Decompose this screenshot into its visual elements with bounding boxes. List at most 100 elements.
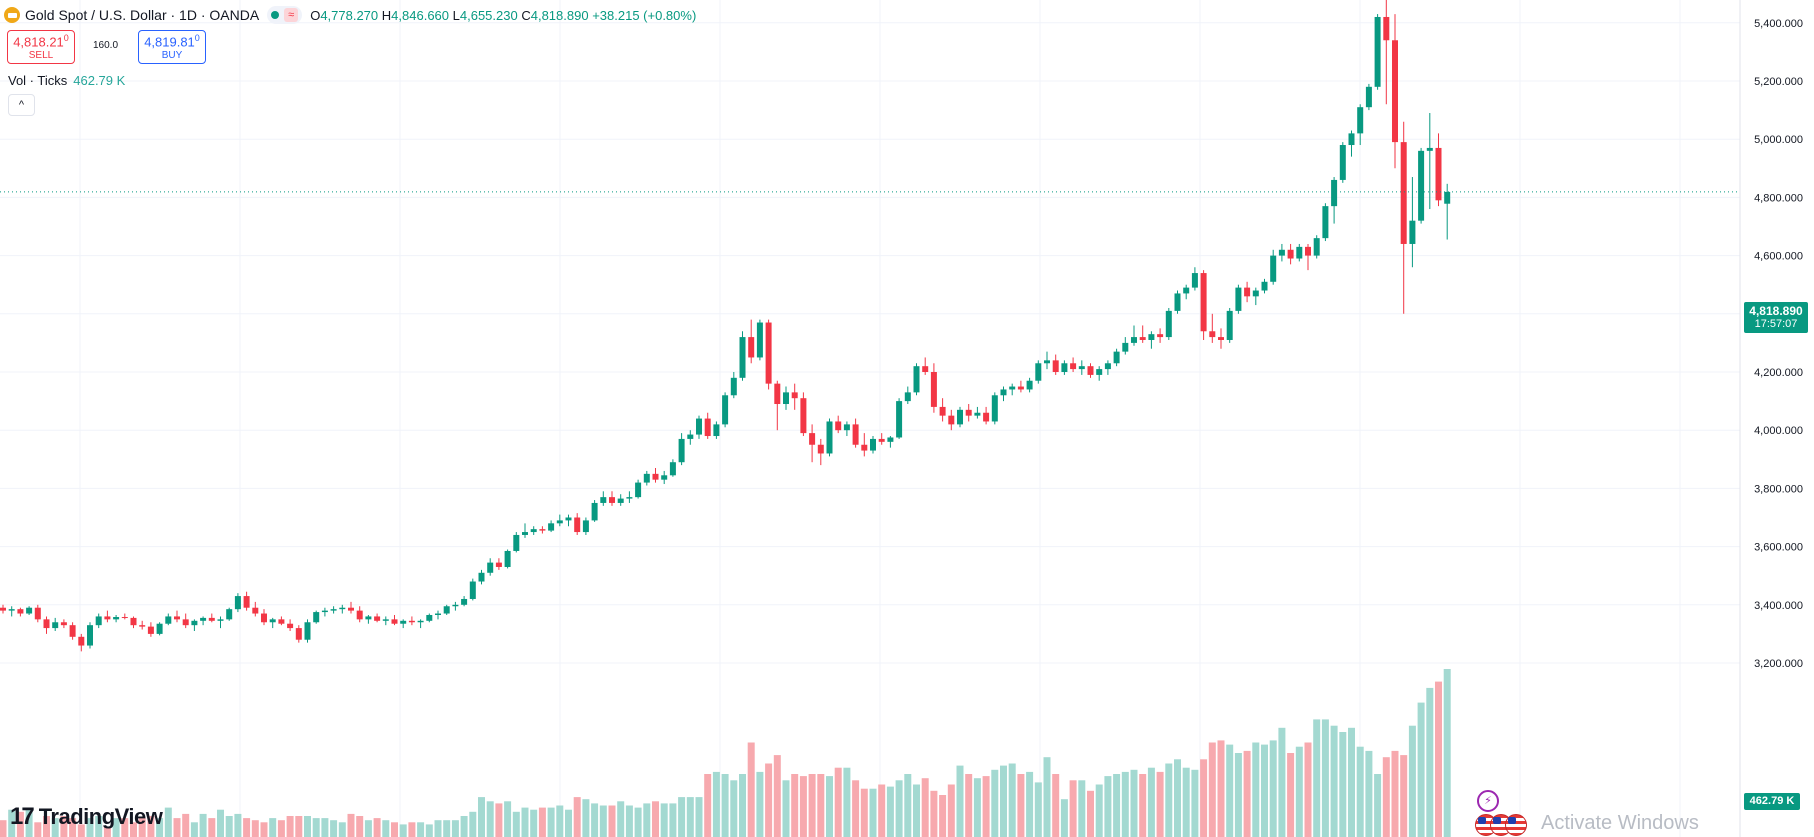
- volume-legend[interactable]: Vol · Ticks 462.79 K: [8, 73, 125, 88]
- volume-bar: [1391, 750, 1399, 837]
- volume-bar: [8, 809, 16, 837]
- candle-body: [1287, 249, 1294, 259]
- volume-bar: [730, 780, 738, 837]
- volume-bar: [921, 778, 929, 837]
- candle-body: [391, 619, 398, 624]
- volume-bar: [243, 818, 251, 837]
- candle-body: [252, 607, 259, 614]
- price-scale[interactable]: 5,800.0005,600.0005,400.0005,200.0005,00…: [1754, 0, 1803, 670]
- volume-bar: [77, 824, 85, 837]
- candle-body: [1400, 142, 1407, 244]
- tradingview-logo-text: TradingView: [38, 804, 163, 829]
- candle-body: [513, 534, 520, 551]
- volume-bar: [147, 816, 155, 837]
- volume-bar: [1043, 757, 1051, 837]
- volume-bar: [451, 820, 459, 837]
- volume-bar: [1295, 746, 1303, 837]
- volume-bar: [286, 816, 294, 837]
- candle-body: [321, 610, 328, 613]
- candle-body: [1122, 342, 1129, 352]
- volume-bar: [1443, 669, 1451, 837]
- open-value: 4,778.270: [320, 7, 379, 23]
- candle-body: [356, 610, 363, 620]
- candle-body: [983, 412, 990, 422]
- chart-grid: [0, 0, 1740, 837]
- volume-bar: [51, 818, 59, 837]
- us-flag-icon[interactable]: [1505, 814, 1527, 836]
- volume-value: 462.79 K: [73, 73, 126, 88]
- volume-bar: [1113, 774, 1121, 837]
- candle-body: [1226, 310, 1233, 340]
- volume-bar: [1095, 784, 1103, 837]
- sell-button[interactable]: 4,818.210 SELL: [7, 30, 75, 64]
- last-volume-label: 462.79 K: [1744, 793, 1800, 810]
- candle-body: [939, 406, 946, 416]
- volume-bar: [269, 818, 277, 837]
- candle-body: [304, 622, 311, 640]
- candle-body: [495, 562, 502, 567]
- volume-bar: [121, 818, 129, 837]
- volume-bar: [1078, 780, 1086, 837]
- candle-body: [426, 614, 433, 621]
- collapse-legend-button[interactable]: ^: [8, 94, 35, 116]
- volume-bar: [565, 809, 572, 837]
- volume-bar: [164, 807, 172, 837]
- volume-bar: [25, 807, 33, 837]
- volume-bar: [799, 776, 807, 837]
- candle-body: [121, 617, 128, 619]
- candle-body: [243, 596, 250, 608]
- candle-body: [887, 437, 894, 442]
- candle-body: [1165, 310, 1172, 338]
- candle-body: [582, 520, 589, 533]
- volume-bar: [756, 771, 764, 837]
- candle-body: [669, 462, 676, 476]
- candle-body: [904, 392, 911, 402]
- candle-body: [1435, 147, 1442, 201]
- volume-bar: [1060, 799, 1068, 837]
- candle-body: [730, 377, 737, 396]
- candle-body: [1104, 363, 1111, 370]
- candle-body: [1244, 287, 1251, 297]
- candle-body: [609, 497, 615, 503]
- symbol-title[interactable]: Gold Spot / U.S. Dollar · 1D · OANDA: [25, 7, 260, 23]
- ohlc-values: O4,778.270 H4,846.660 L4,655.230 C4,818.…: [310, 7, 697, 23]
- volume-bar: [712, 771, 720, 837]
- volume-bar: [1069, 780, 1077, 837]
- candle-body: [1191, 273, 1198, 288]
- volume-bar: [904, 774, 912, 837]
- candle-body: [652, 473, 659, 480]
- volume-bar: [417, 822, 425, 837]
- volume-bar: [930, 790, 938, 837]
- candle-body: [774, 383, 781, 405]
- candle-body: [696, 418, 702, 435]
- candle-body: [870, 438, 876, 451]
- candle-body: [1322, 206, 1329, 239]
- volume-bar: [1356, 746, 1364, 837]
- candle-body: [548, 523, 555, 531]
- candle-body: [861, 444, 868, 451]
- volume-bar: [1330, 725, 1338, 837]
- price-tick-label: 5,200.000: [1754, 76, 1803, 88]
- status-indicators[interactable]: ≈: [267, 6, 303, 24]
- close-value: 4,818.890: [530, 7, 589, 23]
- volume-bar: [1191, 769, 1199, 837]
- candle-body: [1070, 363, 1077, 370]
- volume-bar: [1034, 782, 1042, 837]
- buy-label: BUY: [161, 50, 183, 62]
- symbol-legend[interactable]: Gold Spot / U.S. Dollar · 1D · OANDA ≈ O…: [4, 4, 696, 26]
- candle-body: [756, 322, 763, 358]
- buy-button[interactable]: 4,819.810 BUY: [138, 30, 206, 64]
- candle-body: [261, 613, 267, 623]
- volume-bar: [364, 820, 372, 837]
- sell-price: 4,818.21: [13, 34, 64, 50]
- candle-body: [278, 619, 285, 624]
- volume-bar: [860, 788, 868, 837]
- candle-body: [1313, 238, 1320, 256]
- volume-bar: [373, 818, 381, 837]
- volume-bar: [434, 820, 442, 837]
- lightning-icon[interactable]: ⚡: [1477, 790, 1499, 812]
- tradingview-logo[interactable]: 17 TradingView: [10, 803, 163, 831]
- volume-bar: [512, 811, 520, 837]
- candle-body: [1383, 16, 1390, 41]
